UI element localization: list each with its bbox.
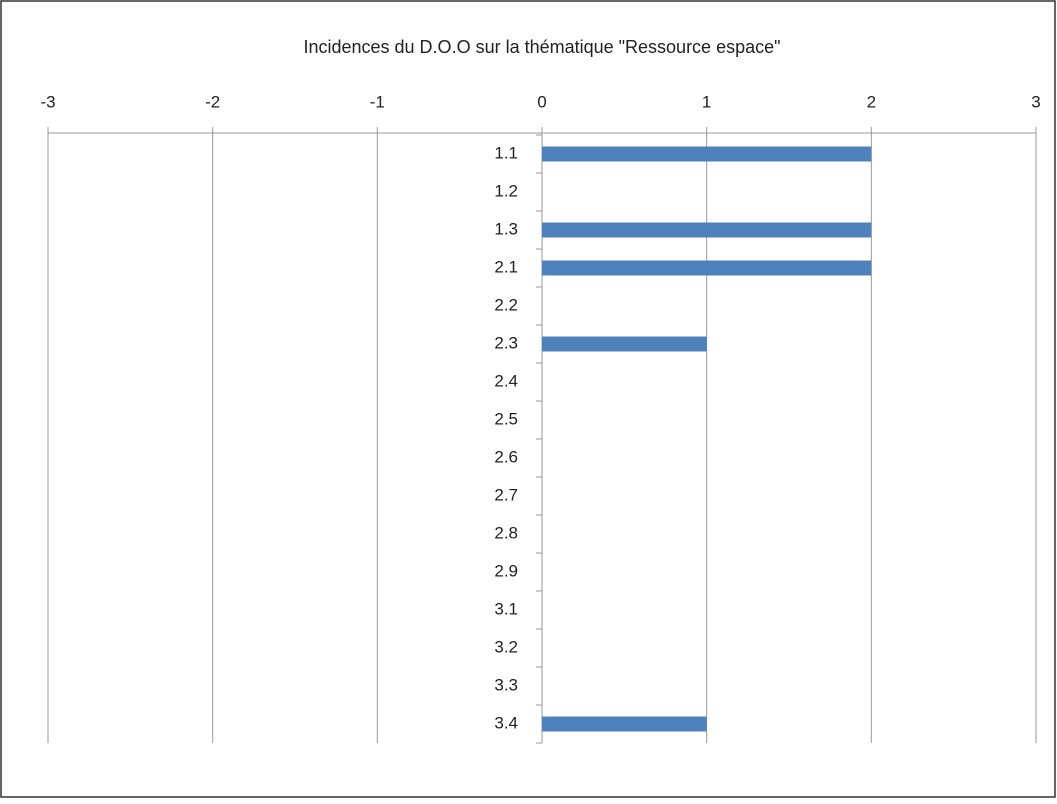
y-tick-label: 2.5 — [494, 409, 518, 428]
y-tick-label: 2.6 — [494, 447, 518, 466]
bar — [542, 222, 872, 238]
x-tick-label: -1 — [370, 92, 385, 111]
bar — [542, 336, 707, 352]
bar — [542, 260, 872, 276]
y-tick-label: 3.1 — [494, 599, 518, 618]
y-tick-label: 2.2 — [494, 295, 518, 314]
x-tick-label: 1 — [702, 92, 711, 111]
bar — [542, 146, 872, 162]
y-tick-label: 1.3 — [494, 219, 518, 238]
x-tick-label: 0 — [537, 92, 546, 111]
y-tick-label: 3.2 — [494, 637, 518, 656]
chart-title: Incidences du D.O.O sur la thématique "R… — [303, 37, 780, 57]
x-tick-label: -3 — [40, 92, 55, 111]
y-tick-label: 2.1 — [494, 257, 518, 276]
y-tick-label: 2.4 — [494, 371, 518, 390]
bar — [542, 716, 707, 732]
y-tick-label: 2.9 — [494, 561, 518, 580]
y-tick-label: 1.1 — [494, 143, 518, 162]
y-tick-label: 2.8 — [494, 523, 518, 542]
y-tick-label: 3.4 — [494, 713, 518, 732]
x-tick-label: 2 — [867, 92, 876, 111]
x-tick-label: 3 — [1031, 92, 1040, 111]
y-tick-label: 3.3 — [494, 675, 518, 694]
y-tick-label: 2.3 — [494, 333, 518, 352]
y-tick-label: 2.7 — [494, 485, 518, 504]
y-tick-label: 1.2 — [494, 181, 518, 200]
x-tick-label: -2 — [205, 92, 220, 111]
